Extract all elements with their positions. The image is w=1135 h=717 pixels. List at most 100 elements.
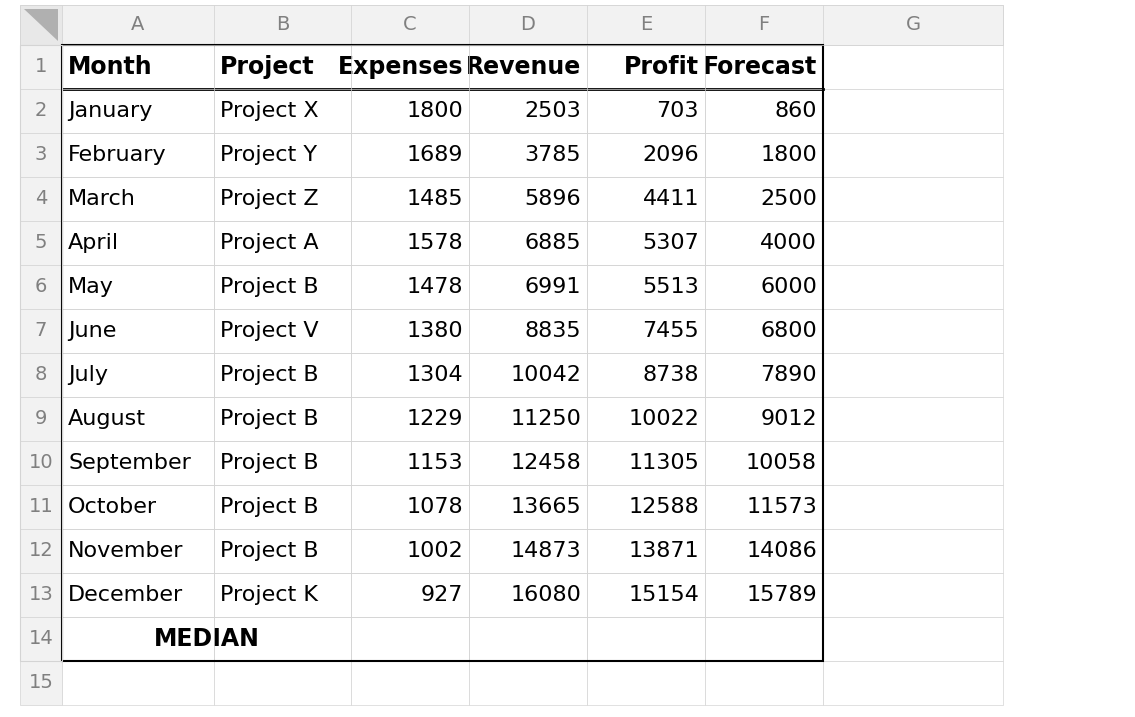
Bar — [62, 529, 215, 573]
Bar — [215, 265, 351, 309]
Bar — [20, 221, 62, 265]
Text: 12588: 12588 — [629, 497, 699, 517]
Text: 7455: 7455 — [642, 321, 699, 341]
Text: 5307: 5307 — [642, 233, 699, 253]
Bar — [469, 177, 587, 221]
Bar — [705, 45, 823, 89]
Bar — [823, 661, 1003, 705]
Bar — [351, 441, 469, 485]
Text: June: June — [68, 321, 117, 341]
Text: 6000: 6000 — [760, 277, 817, 297]
Text: 1153: 1153 — [406, 453, 463, 473]
Bar — [351, 89, 469, 133]
Bar — [351, 353, 469, 397]
Bar — [823, 5, 1003, 45]
Bar — [469, 353, 587, 397]
Bar — [823, 529, 1003, 573]
Bar — [20, 661, 62, 705]
Bar — [705, 177, 823, 221]
Text: Project Y: Project Y — [220, 145, 317, 165]
Bar — [705, 441, 823, 485]
Bar — [351, 617, 469, 661]
Bar — [705, 661, 823, 705]
Text: July: July — [68, 365, 108, 385]
Text: 6991: 6991 — [524, 277, 581, 297]
Bar — [587, 353, 705, 397]
Bar — [823, 309, 1003, 353]
Text: 2: 2 — [35, 102, 48, 120]
Text: 3785: 3785 — [524, 145, 581, 165]
Text: C: C — [403, 16, 417, 34]
Bar — [469, 573, 587, 617]
Text: 927: 927 — [421, 585, 463, 605]
Bar — [62, 89, 215, 133]
Polygon shape — [24, 9, 58, 41]
Text: 5: 5 — [35, 234, 48, 252]
Bar — [351, 45, 469, 89]
Bar — [20, 617, 62, 661]
Text: Profit: Profit — [624, 55, 699, 79]
Text: 1578: 1578 — [406, 233, 463, 253]
Text: 13871: 13871 — [629, 541, 699, 561]
Bar — [351, 529, 469, 573]
Text: Project B: Project B — [220, 497, 319, 517]
Text: May: May — [68, 277, 114, 297]
Bar — [351, 5, 469, 45]
Bar — [20, 5, 62, 45]
Text: January: January — [68, 101, 152, 121]
Bar — [62, 397, 215, 441]
Bar — [705, 529, 823, 573]
Bar — [587, 617, 705, 661]
Bar — [215, 661, 351, 705]
Bar — [705, 5, 823, 45]
Text: 15: 15 — [28, 673, 53, 693]
Bar — [215, 177, 351, 221]
Text: MEDIAN: MEDIAN — [153, 627, 260, 651]
Bar — [20, 5, 1003, 45]
Bar — [62, 5, 215, 45]
Bar — [823, 265, 1003, 309]
Bar — [351, 177, 469, 221]
Text: 4411: 4411 — [642, 189, 699, 209]
Text: Project B: Project B — [220, 365, 319, 385]
Bar — [20, 485, 62, 529]
Text: 11: 11 — [28, 498, 53, 516]
Bar — [587, 5, 705, 45]
Bar — [20, 89, 62, 133]
Text: Project B: Project B — [220, 541, 319, 561]
Text: 8: 8 — [35, 366, 48, 384]
Text: 16080: 16080 — [510, 585, 581, 605]
Bar — [20, 133, 62, 177]
Text: 1002: 1002 — [406, 541, 463, 561]
Bar — [587, 661, 705, 705]
Bar — [469, 133, 587, 177]
Bar — [705, 353, 823, 397]
Bar — [20, 573, 62, 617]
Bar — [351, 485, 469, 529]
Bar — [20, 45, 62, 89]
Text: November: November — [68, 541, 184, 561]
Bar — [215, 573, 351, 617]
Bar — [587, 221, 705, 265]
Bar — [62, 617, 215, 661]
Text: 8738: 8738 — [642, 365, 699, 385]
Text: 15789: 15789 — [746, 585, 817, 605]
Text: G: G — [906, 16, 920, 34]
Bar — [62, 441, 215, 485]
Text: 9: 9 — [35, 409, 48, 429]
Text: 1478: 1478 — [406, 277, 463, 297]
Text: December: December — [68, 585, 183, 605]
Bar — [587, 133, 705, 177]
Text: 2503: 2503 — [524, 101, 581, 121]
Bar — [823, 397, 1003, 441]
Bar — [587, 397, 705, 441]
Text: 860: 860 — [774, 101, 817, 121]
Text: 10042: 10042 — [510, 365, 581, 385]
Bar — [62, 485, 215, 529]
Bar — [469, 221, 587, 265]
Text: 1229: 1229 — [406, 409, 463, 429]
Bar — [62, 353, 215, 397]
Bar — [469, 89, 587, 133]
Text: 1485: 1485 — [406, 189, 463, 209]
Bar — [20, 529, 62, 573]
